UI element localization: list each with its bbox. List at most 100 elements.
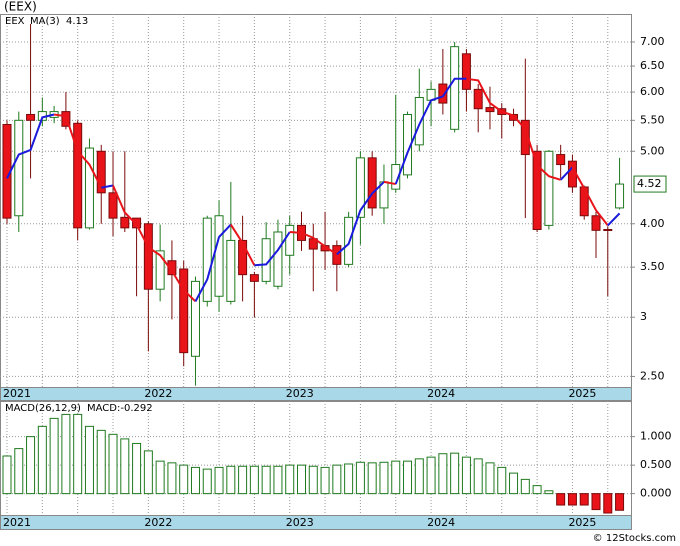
macd-bar [155,460,165,495]
ma-line [559,166,574,181]
ma-line [607,212,621,227]
legend-ma-value: 4.13 [66,16,88,27]
legend-ma: MA(3) [30,16,60,27]
ma-line [394,77,467,185]
y-tick-label: 6.00 [640,85,665,98]
ma-line [229,224,256,266]
ma-line [194,223,232,302]
candle-body [544,150,554,226]
x-tick-label: 2024 [427,387,455,400]
candle-body [461,53,471,90]
price-panel [0,14,632,388]
macd-bar [520,478,530,495]
candle-body [273,231,283,287]
macd-bar [202,468,212,495]
candle-body [26,113,36,121]
ma-line [101,184,114,189]
macd-bar [320,466,330,495]
macd-bar [96,429,106,495]
footer: © 12Stocks.com [593,533,676,544]
macd-bar [591,493,601,511]
candle-body [603,229,613,232]
macd-bar [214,466,224,495]
candle-body [591,215,601,231]
legend-symbol: EEX [5,16,25,27]
candle-body [520,119,530,156]
macd-bar [297,464,306,495]
candle-body [108,192,118,219]
macd-bar [438,453,448,495]
price-year-strip [0,387,632,401]
candle-body [485,107,495,113]
macd-bar [615,493,625,511]
candle-body [179,268,189,354]
macd-bar [461,456,471,495]
candle-body [414,97,424,146]
candle-body [84,147,94,229]
candle-body [202,217,212,302]
macd-bar [544,490,554,495]
macd-bar [49,417,59,495]
candle-body [438,83,448,104]
macd-bar [261,465,271,495]
macd-bar [238,465,248,495]
candle-body [143,223,153,290]
x-tick-label: 2023 [286,516,314,529]
macd-bar [414,458,424,495]
macd-bar [249,465,259,495]
macd-bar [485,462,495,495]
macd-bar [37,425,47,495]
macd-bar [367,462,377,495]
macd-bar [226,465,236,495]
macd-bar [2,455,12,495]
macd-bar [426,456,436,495]
macd-bar [379,461,389,495]
ma-line [571,166,609,227]
macd-bar [190,466,200,495]
candle-body [214,215,224,297]
macd-bar [556,493,566,506]
candle-body [167,260,177,276]
macd-bar [509,472,519,495]
x-tick-label: 2025 [568,387,596,400]
candle-body [120,216,130,229]
y-tick-label: 3 [640,310,647,323]
candle-body [285,224,295,256]
last-price-label: 4.52 [637,177,662,190]
candle-body [450,46,460,130]
x-tick-label: 2021 [3,516,31,529]
legend-macd: MACD:-0.292 [87,403,153,414]
last-price-box [633,175,667,193]
candle-body [238,239,248,276]
y-tick-label: 5.50 [640,113,665,126]
ma-line [112,185,197,303]
y-tick-label: 7.00 [640,35,665,48]
ma-line [6,113,55,179]
y-tick-label: 5.00 [640,144,665,157]
y-tick-label: 0.500 [640,458,672,471]
candle-body [473,88,483,110]
macd-bar [26,436,36,495]
macd-bar [108,433,118,495]
macd-bar [603,493,613,514]
candle-body [96,150,106,194]
macd-bar [532,485,542,495]
candle-body [155,250,165,290]
macd-bar [355,461,365,495]
ma-line [336,181,385,256]
x-tick-label: 2023 [286,387,314,400]
macd-bar [167,462,177,495]
macd-bar [308,465,318,495]
candle-body [391,164,401,190]
page-title: (EEX) [4,0,37,14]
macd-bar [344,463,354,495]
macd-bar [473,458,483,495]
macd-bar [179,464,189,495]
candle-body [355,157,365,218]
macd-bar [285,464,295,495]
ma-line [53,113,103,189]
ma-line [466,77,561,181]
macd-bar [73,413,83,495]
macd-bar [579,493,589,506]
